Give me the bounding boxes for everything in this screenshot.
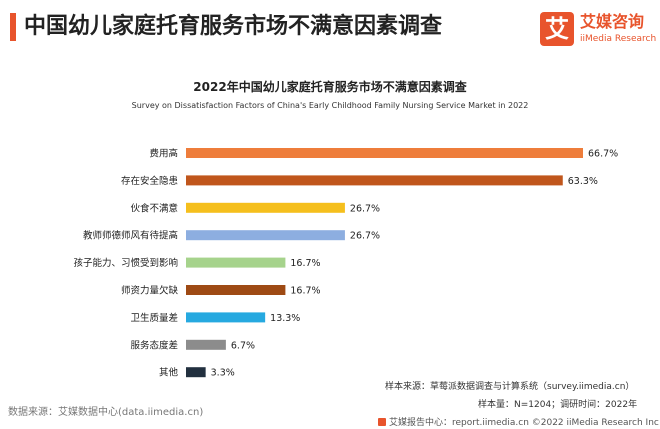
bar — [186, 202, 345, 213]
logo-name-en: iiMedia Research — [580, 34, 657, 44]
data-source-note: 数据来源：艾媒数据中心(data.iimedia.cn) — [8, 407, 204, 418]
value-label: 6.7% — [231, 340, 255, 351]
page-title: 中国幼儿家庭托育服务市场不满意因素调查 — [24, 14, 443, 39]
category-label: 孩子能力、习惯受到影响 — [73, 257, 178, 269]
sample-source-note: 样本来源：草莓派数据调查与计算系统（survey.iimedia.cn） — [385, 382, 635, 392]
chart-title: 2022年中国幼儿家庭托育服务市场不满意因素调查 — [193, 80, 467, 94]
value-label: 13.3% — [270, 313, 300, 324]
bar — [186, 312, 266, 323]
value-label: 63.3% — [568, 176, 598, 187]
value-label: 26.7% — [350, 231, 380, 242]
category-label: 费用高 — [149, 148, 178, 160]
logo-glyph: 艾 — [545, 15, 569, 43]
bar — [186, 175, 563, 186]
value-label: 26.7% — [350, 203, 380, 214]
chart-subtitle: Survey on Dissatisfaction Factors of Chi… — [131, 101, 529, 110]
category-label: 存在安全隐患 — [121, 175, 178, 187]
category-label: 伙食不满意 — [130, 202, 178, 214]
footer-line: 艾媒报告中心：report.iimedia.cn ©2022 iiMedia R… — [378, 415, 659, 428]
footer-text: 艾媒报告中心：report.iimedia.cn ©2022 iiMedia R… — [389, 418, 659, 428]
iimedia-logo: 艾 艾媒咨询 iiMedia Research — [540, 12, 657, 48]
category-label: 教师师德师风有待提高 — [83, 230, 178, 242]
category-label: 卫生质量差 — [130, 312, 178, 324]
value-label: 16.7% — [290, 286, 320, 297]
bar — [186, 257, 286, 268]
category-label: 服务态度差 — [130, 339, 178, 351]
logo-mark — [540, 12, 574, 46]
title-accent-bar — [10, 13, 16, 41]
sample-size-note: 样本量：N=1204；调研时间：2022年 — [478, 400, 638, 410]
value-label: 66.7% — [588, 149, 618, 160]
bar — [186, 148, 583, 158]
category-label: 师资力量欠缺 — [121, 285, 179, 297]
logo-name-cn: 艾媒咨询 — [580, 12, 645, 31]
bar — [186, 230, 345, 241]
category-label: 其他 — [159, 367, 179, 379]
bar — [186, 339, 226, 350]
bar — [186, 285, 286, 295]
value-label: 16.7% — [290, 258, 320, 269]
report-center-icon — [378, 418, 386, 426]
value-label: 3.3% — [211, 368, 235, 379]
bar — [186, 367, 206, 378]
